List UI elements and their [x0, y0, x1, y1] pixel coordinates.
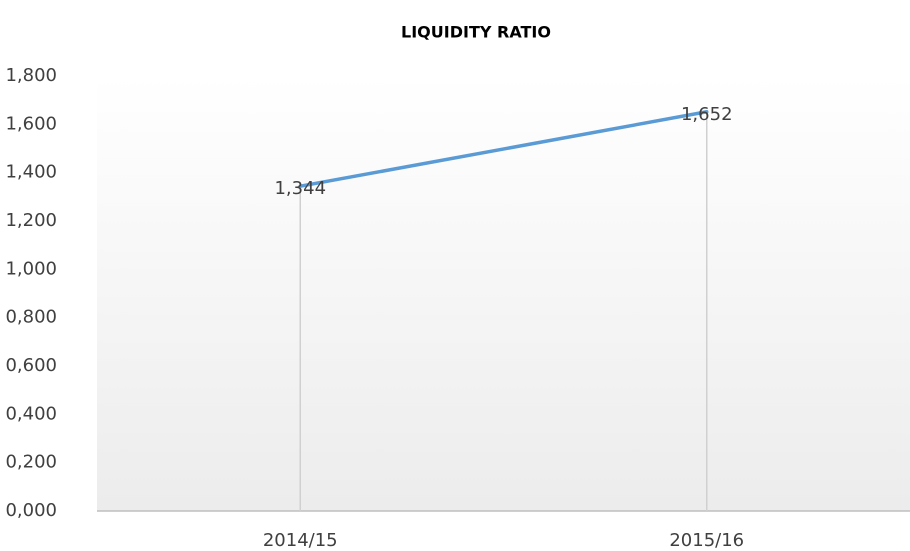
y-tick-label: 1,600: [5, 113, 57, 134]
data-label: 1,344: [274, 178, 326, 199]
y-tick-label: 1,200: [5, 210, 57, 231]
y-tick-label: 0,400: [5, 403, 57, 424]
y-tick-label: 1,000: [5, 258, 57, 279]
y-tick-label: 0,200: [5, 452, 57, 473]
x-tick-label: 2015/16: [669, 530, 744, 551]
chart-title: LIQUIDITY RATIO: [401, 23, 551, 42]
x-tick-label: 2014/15: [263, 530, 338, 551]
y-tick-label: 0,000: [5, 500, 57, 521]
y-tick-label: 0,600: [5, 355, 57, 376]
series-line: [298, 110, 709, 188]
data-label: 1,652: [681, 104, 733, 125]
y-tick-label: 1,800: [5, 65, 57, 86]
y-tick-label: 1,400: [5, 162, 57, 183]
y-tick-label: 0,800: [5, 307, 57, 328]
plot-area: [97, 76, 910, 511]
